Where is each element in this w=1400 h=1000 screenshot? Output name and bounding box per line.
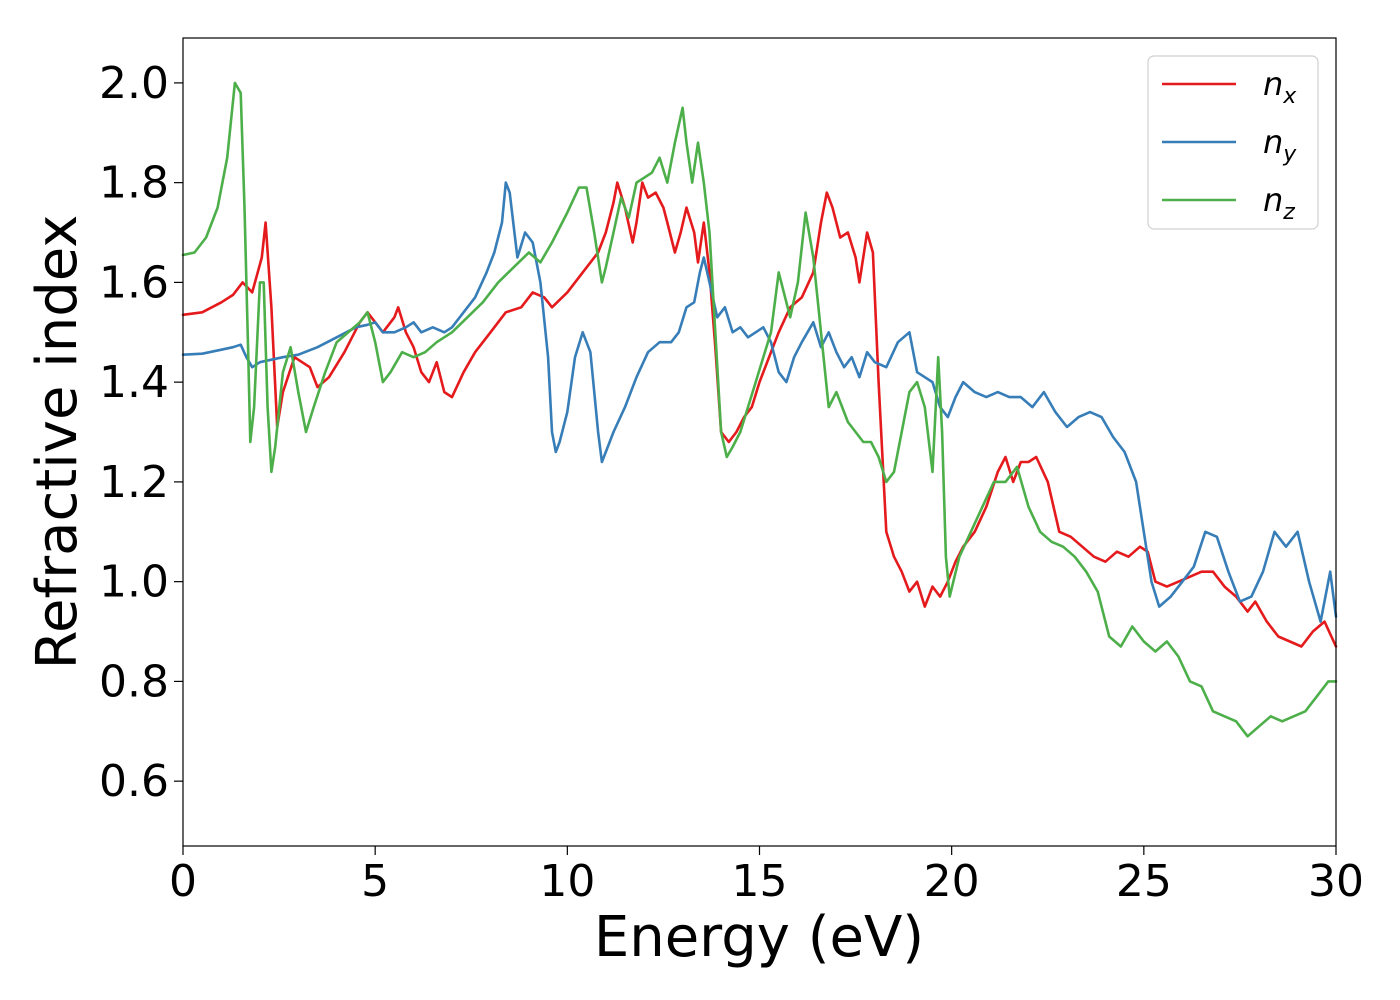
y-tick-label: 1.4: [99, 357, 169, 408]
legend-label-subscript: z: [1282, 200, 1295, 225]
series-line-ny: [181, 181, 1338, 623]
x-axis: 0 5 10 15 20 25 30: [169, 846, 1364, 907]
x-tick-label: 30: [1308, 856, 1364, 907]
x-tick-label: 20: [924, 856, 980, 907]
x-tick-label: 0: [169, 856, 197, 907]
y-tick-label: 1.0: [99, 557, 169, 608]
legend-label-nz: nz: [1263, 181, 1295, 225]
y-axis-label: Refractive index: [25, 215, 90, 670]
x-tick-label: 15: [732, 856, 788, 907]
legend-label-ny: ny: [1263, 123, 1297, 167]
y-tick-label: 0.6: [99, 756, 169, 807]
legend-label-subscript: x: [1282, 84, 1297, 109]
series-line-nz: [181, 81, 1338, 738]
legend-label-nx: nx: [1263, 65, 1297, 109]
x-axis-label: Energy (eV): [594, 905, 924, 970]
legend-label-symbol: n: [1263, 65, 1283, 103]
y-tick-label: 1.8: [99, 158, 169, 209]
x-tick-label: 25: [1116, 856, 1172, 907]
y-axis: 0.6 0.8 1.0 1.2 1.4 1.6 1.8 2.0: [99, 58, 183, 807]
series-layer: [181, 81, 1338, 738]
x-tick-label: 5: [361, 856, 389, 907]
y-tick-label: 0.8: [99, 656, 169, 707]
y-tick-label: 1.6: [99, 257, 169, 308]
x-tick-label: 10: [539, 856, 595, 907]
legend-label-subscript: y: [1282, 142, 1297, 167]
y-tick-label: 2.0: [99, 58, 169, 109]
y-tick-label: 1.2: [99, 457, 169, 508]
legend-label-symbol: n: [1263, 181, 1283, 219]
series-line-nx: [181, 181, 1338, 648]
legend-label-symbol: n: [1263, 123, 1283, 161]
